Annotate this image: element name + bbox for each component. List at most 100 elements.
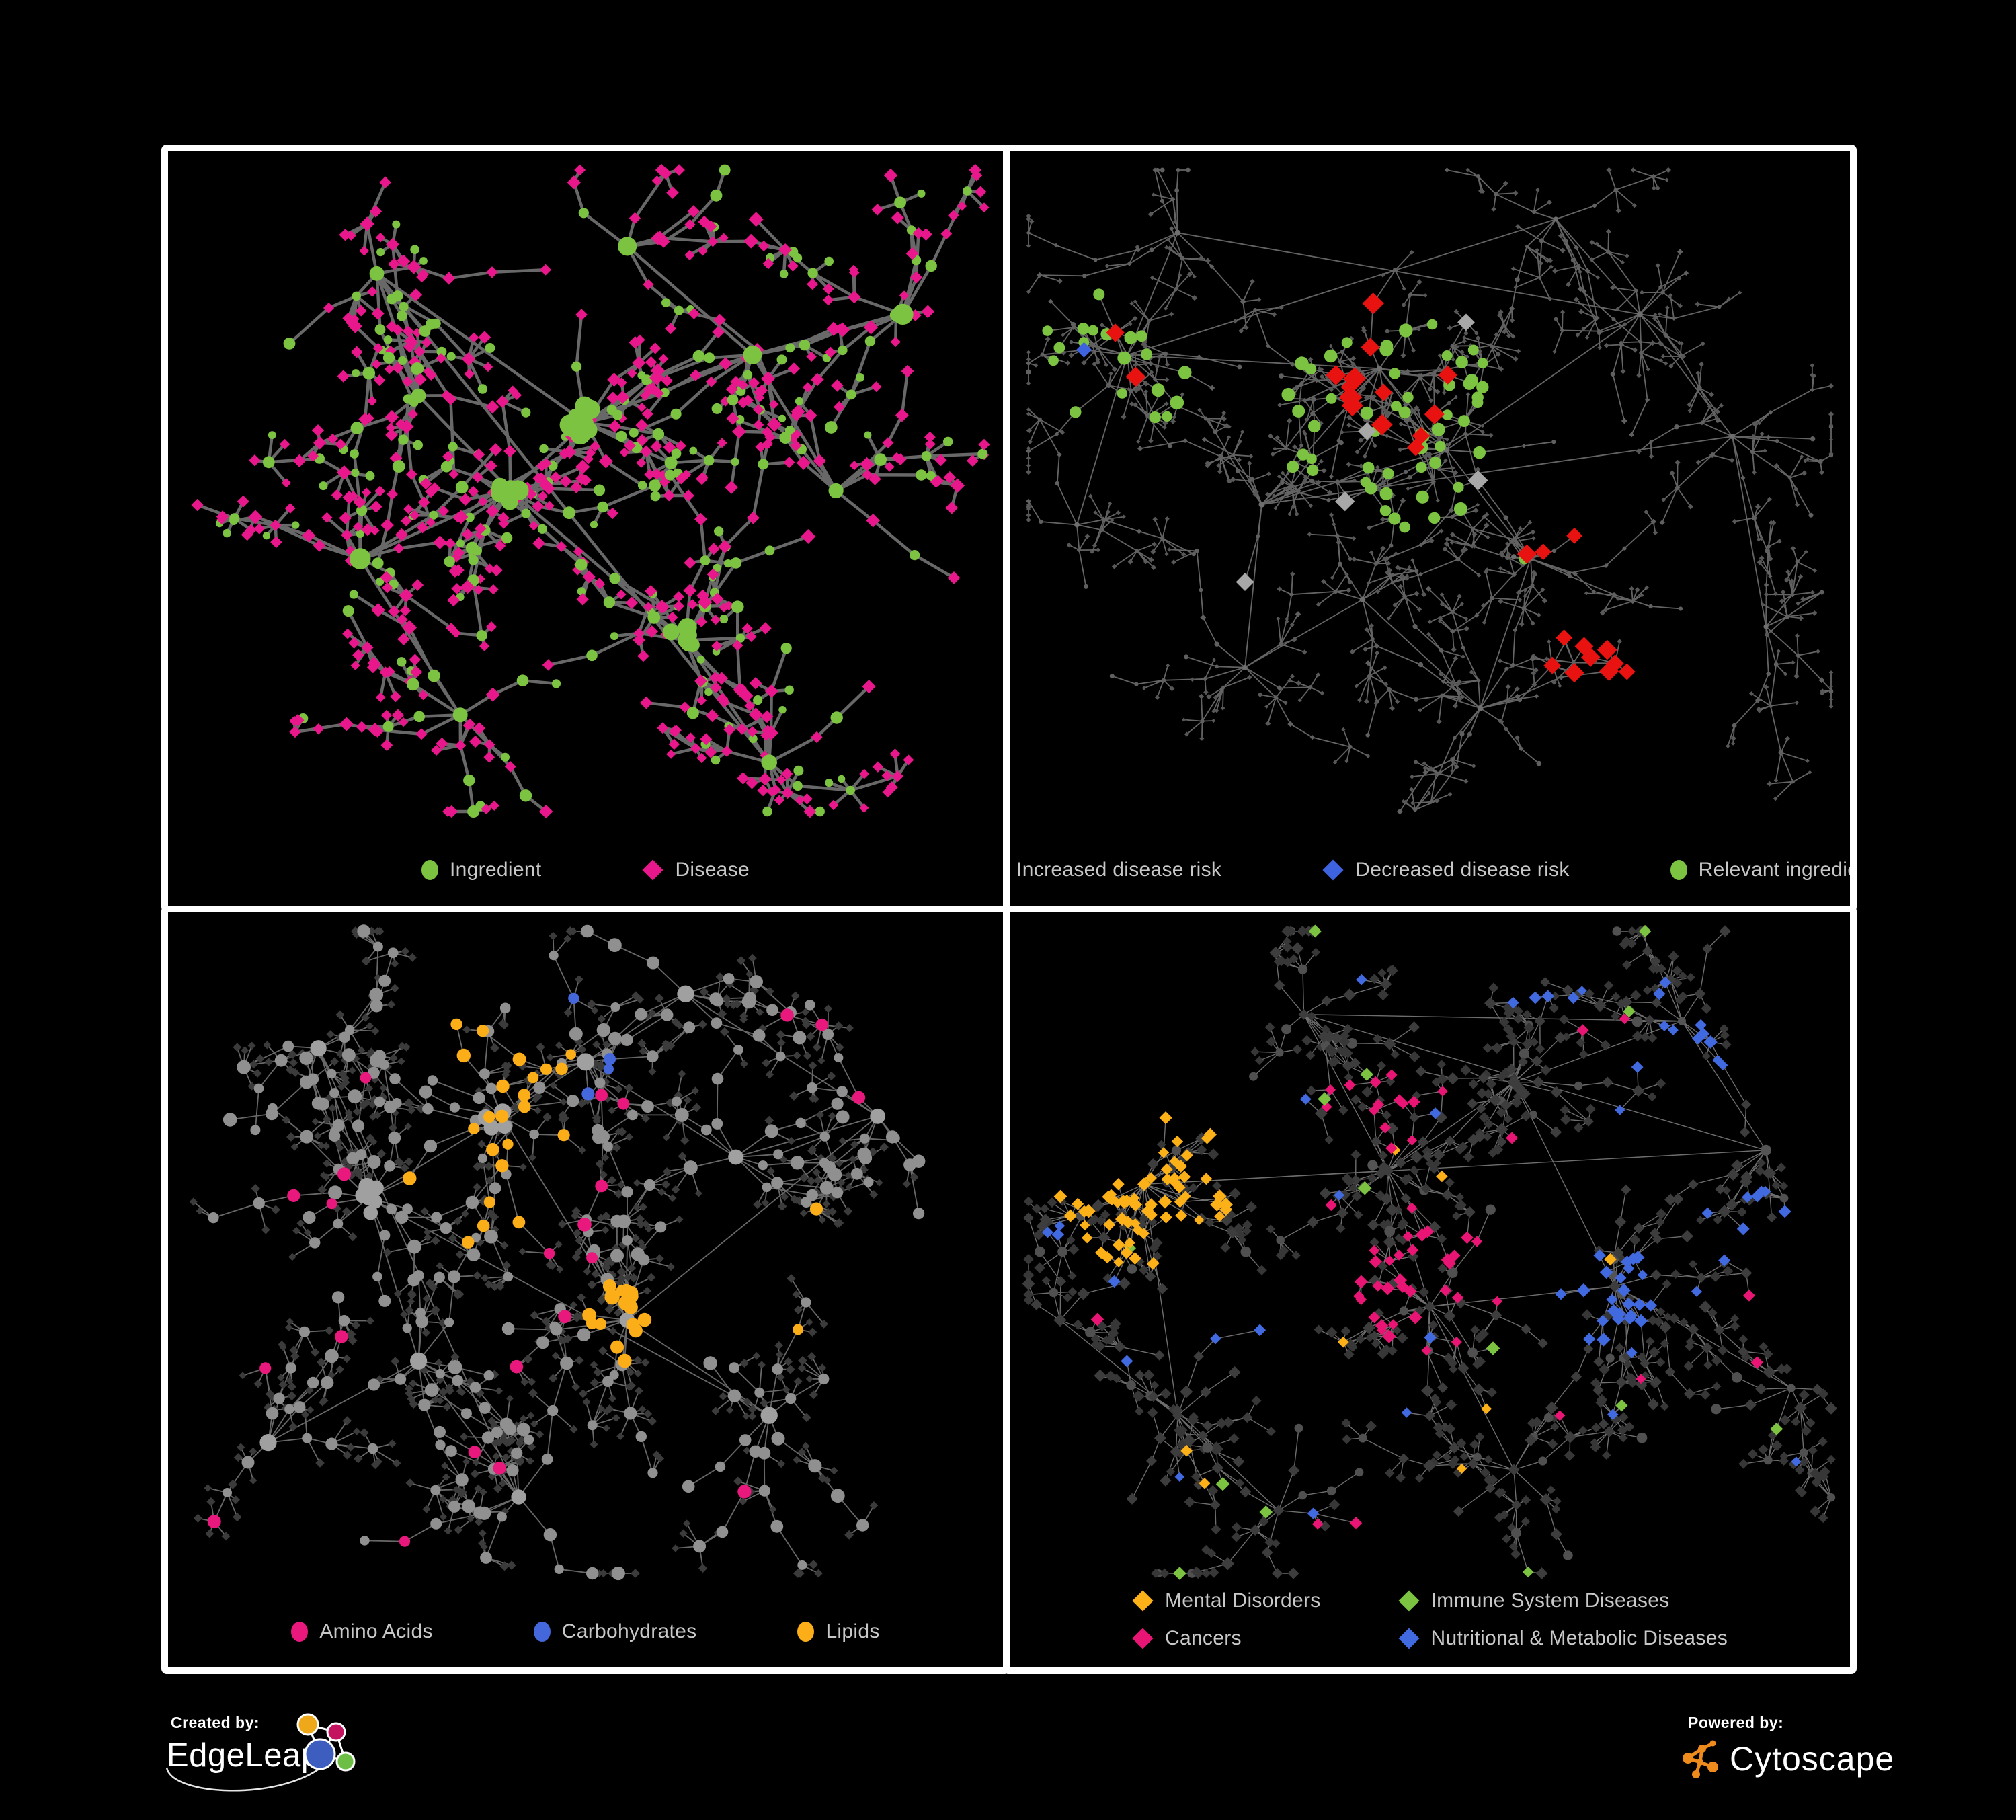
node-diamond	[405, 1478, 415, 1488]
node-diamond	[668, 1194, 677, 1202]
node-diamond	[1127, 559, 1133, 565]
node-diamond	[828, 1207, 837, 1216]
node-circle	[910, 550, 920, 561]
node-diamond	[407, 1105, 416, 1115]
node-diamond	[1500, 553, 1505, 558]
node-circle	[527, 1072, 539, 1084]
node-diamond	[890, 336, 901, 347]
node-diamond	[1129, 401, 1135, 407]
node-circle	[1124, 331, 1137, 344]
node-circle	[403, 394, 413, 404]
node-circle	[586, 1567, 599, 1580]
node-diamond	[247, 1082, 256, 1091]
node-diamond	[1679, 341, 1684, 346]
node-diamond	[1615, 1343, 1625, 1353]
node-diamond	[614, 1189, 624, 1199]
node-diamond	[1651, 997, 1662, 1008]
node-diamond	[1441, 1189, 1453, 1201]
node-diamond	[1713, 1324, 1725, 1335]
node-circle	[368, 1378, 380, 1391]
node-circle	[925, 260, 937, 272]
node-circle	[425, 1383, 439, 1397]
node-diamond	[1449, 680, 1455, 686]
node-diamond	[1437, 1086, 1448, 1097]
node-diamond	[1472, 1383, 1485, 1396]
node-diamond	[1498, 566, 1503, 571]
node-diamond	[348, 1335, 358, 1345]
node-circle	[307, 1376, 319, 1389]
node-diamond	[1287, 678, 1292, 683]
node-circle	[479, 1402, 491, 1414]
node-circle	[367, 1443, 378, 1454]
node-circle	[1416, 461, 1427, 473]
node-diamond	[438, 1387, 448, 1397]
node-diamond	[1271, 1539, 1281, 1548]
node-diamond	[1485, 567, 1490, 572]
node-diamond	[532, 473, 545, 484]
node-diamond	[672, 1544, 680, 1552]
node-diamond	[241, 1046, 249, 1054]
node-diamond	[1111, 1373, 1122, 1384]
node-circle	[828, 1167, 842, 1182]
node-diamond	[1205, 460, 1211, 467]
node-diamond	[1396, 1332, 1408, 1344]
node-diamond	[653, 231, 668, 245]
node-circle	[1070, 321, 1076, 327]
node-circle	[647, 1468, 658, 1478]
node-circle	[594, 484, 606, 496]
node-diamond	[538, 478, 553, 491]
node-circle	[1093, 288, 1105, 301]
node-diamond	[1242, 1412, 1253, 1423]
node-diamond	[1449, 343, 1455, 349]
node-diamond	[1173, 1567, 1186, 1580]
node-diamond	[1395, 1157, 1406, 1169]
node-diamond	[467, 1515, 475, 1523]
legend-disease-risk: Increased disease risk Decreased disease …	[1010, 859, 1850, 881]
node-circle	[689, 446, 698, 455]
node-diamond	[1506, 1132, 1519, 1144]
node-diamond	[391, 984, 399, 993]
node-circle	[1141, 348, 1153, 360]
node-diamond	[1329, 512, 1334, 518]
node-diamond	[1764, 592, 1769, 597]
node-diamond	[647, 1417, 657, 1426]
node-diamond	[1435, 389, 1441, 395]
node-circle	[637, 1312, 652, 1327]
node-diamond	[1367, 1173, 1377, 1183]
node-circle	[1490, 596, 1494, 600]
node-diamond	[737, 397, 750, 409]
node-diamond	[869, 1501, 879, 1510]
node-circle	[479, 1068, 490, 1080]
edgeleap-credit: Created by: EdgeLeap	[160, 1710, 368, 1814]
node-diamond	[1340, 378, 1359, 396]
node-diamond	[542, 1112, 553, 1122]
node-diamond	[404, 334, 417, 348]
node-diamond	[1695, 301, 1701, 307]
node-diamond	[1426, 451, 1433, 457]
node-diamond	[1463, 779, 1469, 784]
node-circle	[822, 1029, 834, 1040]
node-diamond	[1756, 537, 1761, 542]
node-circle	[805, 1000, 815, 1011]
node-diamond	[399, 588, 413, 603]
node-diamond	[1180, 1385, 1193, 1398]
node-circle	[477, 1506, 491, 1520]
node-diamond	[1112, 1178, 1125, 1191]
node-diamond	[475, 522, 487, 535]
node-diamond	[1676, 275, 1682, 281]
node-diamond	[369, 205, 382, 218]
node-diamond	[1534, 694, 1539, 699]
node-diamond	[1779, 1452, 1789, 1461]
node-circle	[1763, 1456, 1773, 1465]
node-diamond	[1288, 1464, 1300, 1476]
node-circle	[1697, 385, 1702, 391]
node-diamond	[1597, 1333, 1611, 1347]
node-diamond	[1023, 1289, 1034, 1300]
node-diamond	[386, 237, 399, 251]
node-diamond	[1450, 768, 1455, 773]
node-diamond	[302, 528, 316, 543]
node-circle	[1442, 409, 1453, 420]
node-circle	[1299, 443, 1303, 448]
node-diamond	[380, 571, 393, 584]
node-diamond	[1442, 390, 1447, 395]
